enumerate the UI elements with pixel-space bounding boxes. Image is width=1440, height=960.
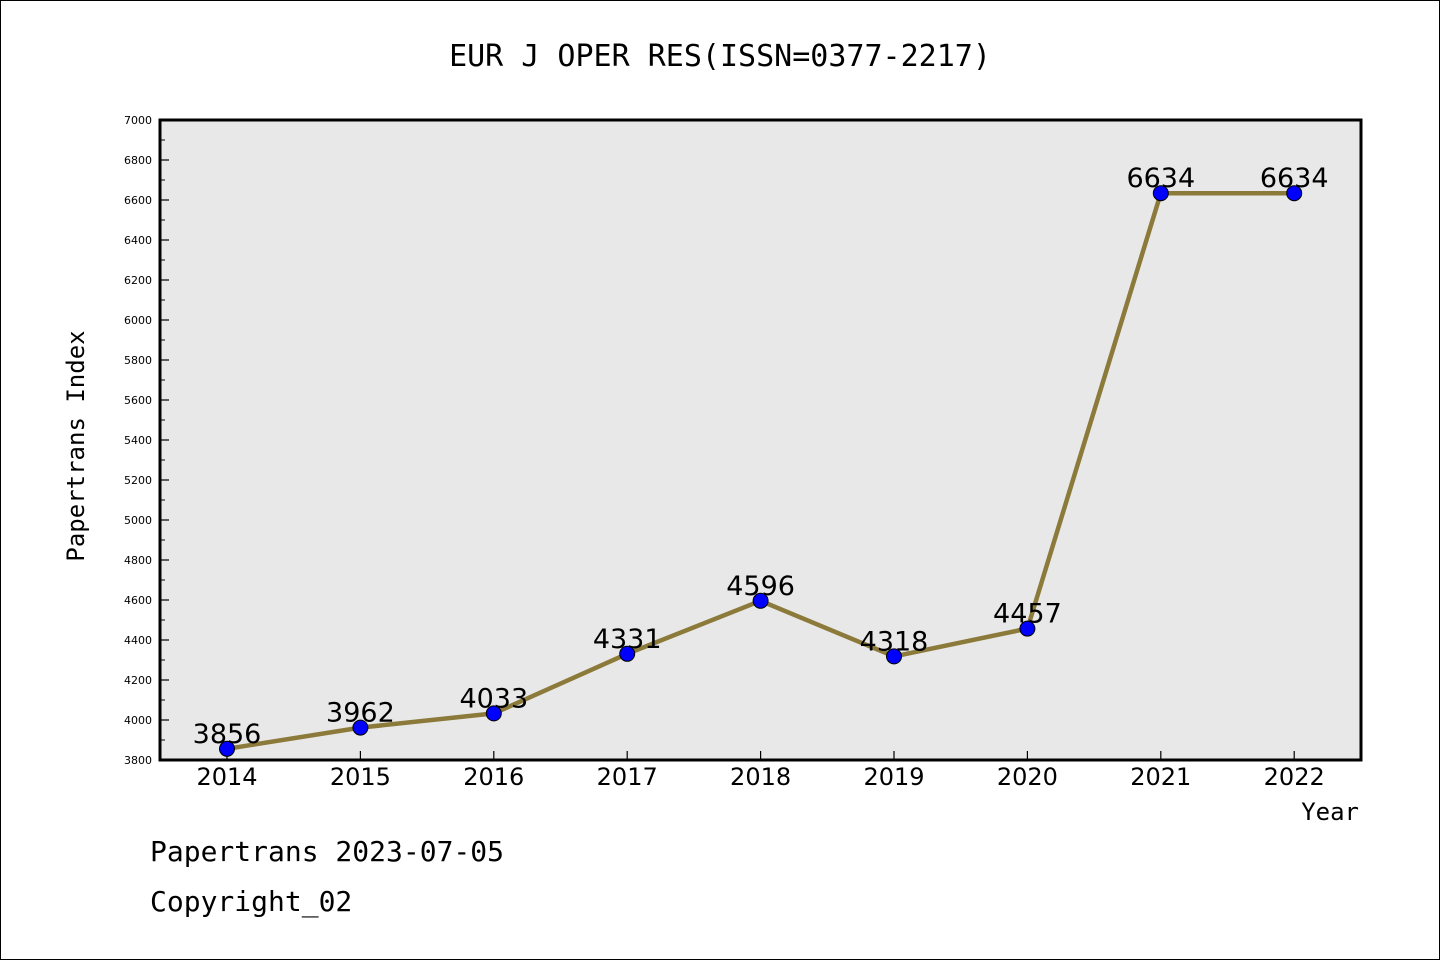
plot-area: [158, 118, 1363, 762]
data-point: [1019, 620, 1036, 637]
y-tick-label: 7000: [124, 114, 152, 127]
y-axis: 3800 4000 4200 4400 4600 4800 5000 5200 5400 5600…: [124, 114, 169, 767]
data-label: 6634: [1260, 163, 1329, 194]
footer-date-line: Papertrans 2023-07-05: [150, 835, 505, 868]
y-tick-label: 5800: [124, 354, 152, 367]
data-label: 4331: [593, 624, 662, 655]
data-label: 4033: [459, 683, 528, 714]
chart-title: EUR J OPER RES(ISSN=0377-2217): [449, 39, 991, 74]
y-tick-label: 5200: [124, 474, 152, 487]
data-point: [1152, 185, 1169, 202]
y-axis-label: Papertrans Index: [62, 330, 90, 561]
y-tick-label: 6200: [124, 274, 152, 287]
x-tick-label: 2020: [997, 763, 1058, 791]
series-line-group: 3856 3962 4033 4331 4596 4318 4457 6634 6634: [193, 163, 1329, 757]
x-tick-label: 2014: [196, 763, 257, 791]
y-tick-label: 4200: [124, 674, 152, 687]
y-tick-label: 6400: [124, 234, 152, 247]
y-tick-label: 5600: [124, 394, 152, 407]
data-point: [352, 719, 369, 736]
footer-copyright-line: Copyright_02: [150, 885, 353, 918]
x-tick-label: 2018: [730, 763, 791, 791]
data-label: 4596: [726, 571, 795, 602]
y-tick-label: 6600: [124, 194, 152, 207]
x-axis-label: Year: [1301, 798, 1359, 826]
data-point: [485, 705, 502, 722]
y-tick-label: 3800: [124, 754, 152, 767]
x-tick-label: 2017: [597, 763, 658, 791]
data-label: 4457: [993, 599, 1062, 630]
x-tick-label: 2015: [330, 763, 391, 791]
y-tick-label: 6000: [124, 314, 152, 327]
x-tick-label: 2016: [463, 763, 524, 791]
data-label: 4318: [860, 626, 929, 657]
data-label: 6634: [1126, 163, 1195, 194]
data-label: 3962: [326, 698, 395, 729]
data-point: [752, 592, 769, 609]
y-tick-label: 5400: [124, 434, 152, 447]
data-point: [886, 648, 902, 665]
x-tick-label: 2019: [863, 763, 924, 791]
y-tick-label: 4400: [124, 634, 152, 647]
data-point: [1286, 185, 1303, 202]
data-point: [619, 645, 636, 662]
y-tick-label: 4800: [124, 554, 152, 567]
y-tick-label: 4000: [124, 714, 152, 727]
x-tick-label: 2022: [1264, 763, 1325, 791]
y-tick-label: 5000: [124, 514, 152, 527]
x-tick-label: 2021: [1130, 763, 1191, 791]
x-axis: 2014 2015 2016 2017 2018 2019 2020 2021 2022: [196, 751, 1325, 791]
data-point: [219, 740, 235, 757]
data-label: 3856: [193, 719, 262, 750]
y-tick-label: 6800: [124, 154, 152, 167]
y-tick-label: 4600: [124, 594, 152, 607]
